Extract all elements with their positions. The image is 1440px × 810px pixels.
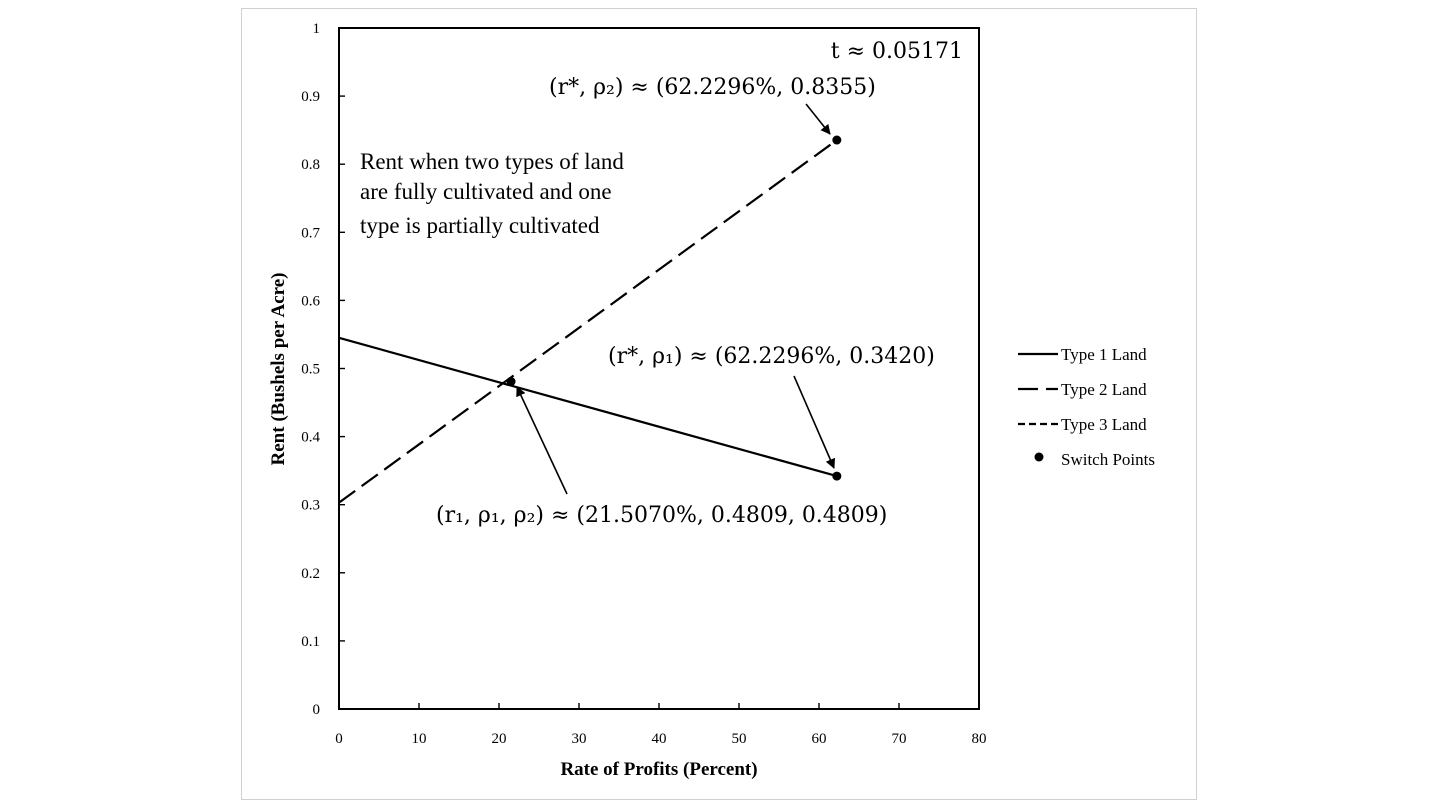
x-tick-label: 10	[412, 731, 427, 747]
bottom-switch-point-label: (r*, ρ₁) ≈ (62.2296%, 0.3420)	[608, 344, 935, 369]
legend-switch-point-marker	[1034, 452, 1044, 462]
arrow-to-intersection	[516, 386, 568, 495]
y-tick-label: 0.4	[301, 430, 320, 446]
t-annotation: t ≈ 0.05171	[831, 39, 963, 64]
legend-type-1-label: Type 1 Land	[1061, 345, 1147, 364]
x-tick-label: 70	[892, 731, 907, 747]
switch-point	[832, 135, 842, 145]
x-tick-label: 40	[652, 731, 667, 747]
y-tick-label: 0.3	[301, 498, 320, 514]
y-tick-label: 0.2	[301, 566, 320, 582]
switch-point	[832, 471, 842, 481]
switch-point	[506, 377, 516, 387]
legend-type-3-label: Type 3 Land	[1061, 415, 1147, 434]
intersection-label: (r₁, ρ₁, ρ₂) ≈ (21.5070%, 0.4809, 0.4809…	[436, 503, 887, 528]
x-tick-label: 30	[572, 731, 587, 747]
x-axis-title: Rate of Profits (Percent)	[560, 759, 757, 780]
y-tick-label: 1	[313, 21, 321, 37]
legend: Type 1 Land Type 2 Land Type 3 Land Swit…	[1018, 345, 1155, 469]
y-tick-label: 0.6	[301, 293, 320, 309]
x-tick-label: 20	[492, 731, 507, 747]
rent-note-line-1: Rent when two types of land	[360, 149, 624, 174]
series-line-type-2	[338, 139, 838, 504]
series-line-type-1	[338, 336, 838, 478]
y-axis-title: Rent (Bushels per Acre)	[268, 273, 289, 466]
figure-frame	[241, 8, 1197, 800]
x-tick-label: 60	[812, 731, 827, 747]
x-tick-label: 50	[732, 731, 747, 747]
legend-type-2-label: Type 2 Land	[1061, 380, 1147, 399]
y-tick-label: 0	[313, 702, 321, 718]
y-tick-label: 0.8	[301, 157, 320, 173]
x-tick-label: 80	[972, 731, 987, 747]
x-tick-label: 0	[335, 731, 343, 747]
arrow-to-top-point	[805, 103, 831, 135]
top-switch-point-label: (r*, ρ₂) ≈ (62.2296%, 0.8355)	[549, 75, 876, 100]
y-tick-label: 0.9	[301, 89, 320, 105]
arrow-to-bottom-point	[793, 375, 835, 469]
y-tick-label: 0.1	[301, 634, 320, 650]
rent-note-line-2: are fully cultivated and one	[360, 179, 612, 204]
legend-switch-points-label: Switch Points	[1061, 450, 1155, 469]
y-tick-label: 0.7	[301, 225, 320, 241]
y-tick-label: 0.5	[301, 362, 320, 378]
rent-note-line-3: type is partially cultivated	[360, 213, 600, 238]
